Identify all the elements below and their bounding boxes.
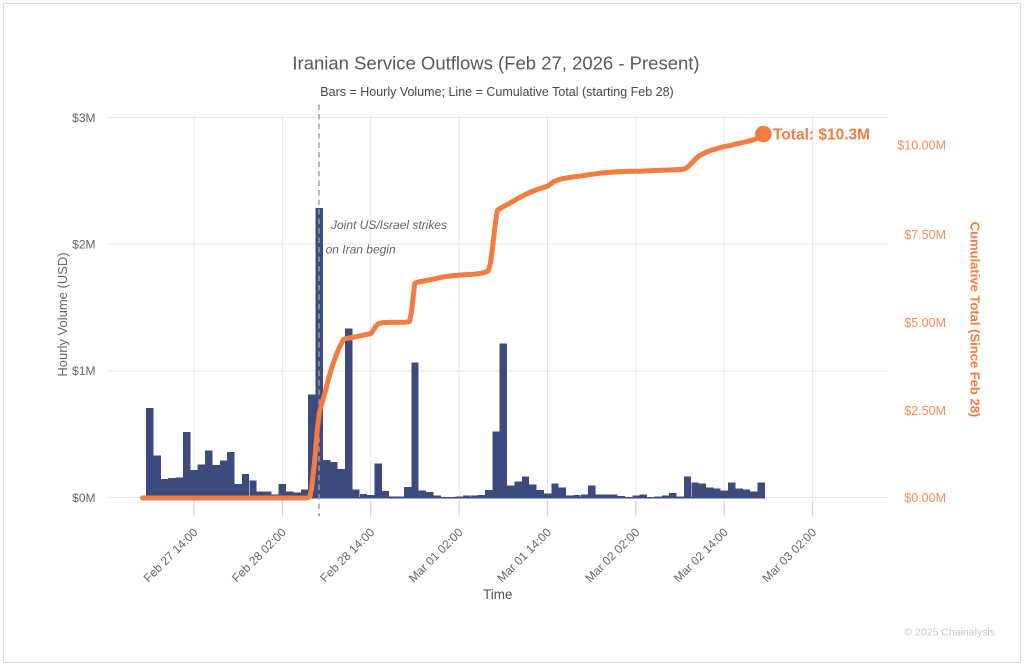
svg-text:Bars = Hourly Volume; Line = C: Bars = Hourly Volume; Line = Cumulative … (320, 85, 673, 99)
svg-text:© 2025 Chainalysis: © 2025 Chainalysis (904, 626, 995, 638)
svg-text:$2.50M: $2.50M (904, 404, 946, 418)
svg-text:Hourly Volume (USD): Hourly Volume (USD) (55, 252, 70, 376)
svg-text:$3M: $3M (72, 111, 95, 125)
svg-text:$10.00M: $10.00M (897, 139, 946, 153)
svg-text:Iranian Service Outflows (Feb: Iranian Service Outflows (Feb 27, 2026 -… (292, 53, 699, 74)
svg-text:$7.50M: $7.50M (904, 228, 946, 242)
svg-text:Total: $10.3M: Total: $10.3M (773, 127, 870, 144)
svg-text:Time: Time (483, 587, 513, 602)
svg-text:$0M: $0M (72, 491, 95, 505)
svg-text:on Iran begin: on Iran begin (326, 243, 396, 257)
svg-text:$5.00M: $5.00M (904, 316, 946, 330)
svg-text:Cumulative Total (Since Feb 28: Cumulative Total (Since Feb 28) (968, 222, 983, 418)
svg-text:$1M: $1M (72, 364, 95, 378)
svg-text:$0.00M: $0.00M (904, 491, 946, 505)
svg-text:Joint US/Israel strikes: Joint US/Israel strikes (330, 218, 447, 232)
svg-text:$2M: $2M (72, 237, 95, 251)
